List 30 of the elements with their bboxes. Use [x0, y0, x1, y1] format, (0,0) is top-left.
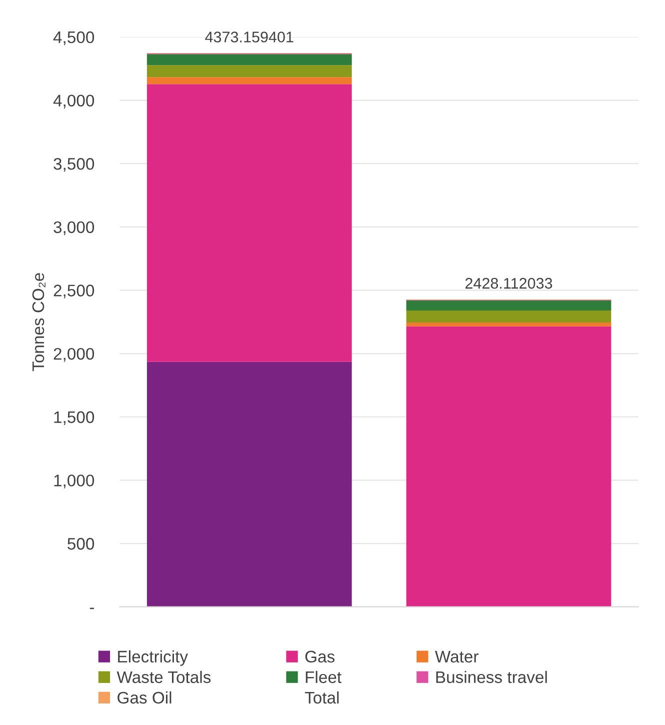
total-label: 2428.112033	[465, 278, 552, 289]
bar	[406, 300, 612, 311]
total-label: 4373.159401	[205, 32, 294, 42]
y-tick-label: 3,500	[54, 158, 94, 172]
y-tick-label: 1,500	[54, 411, 94, 426]
bar	[406, 310, 612, 323]
legend-label: Fleet	[306, 670, 342, 684]
text: Total	[304, 691, 339, 704]
bar	[146, 54, 352, 66]
legend-label: Electricity	[118, 650, 188, 666]
bar	[146, 65, 352, 78]
y-tick-label: -	[90, 608, 94, 610]
legend-label: Waste Totals	[116, 670, 211, 684]
y-tick-label: 2,000	[54, 348, 94, 362]
legend-label: Business travel	[436, 670, 547, 684]
y-tick-label: 4,500	[53, 31, 94, 46]
y-tick-label: 1,000	[54, 474, 94, 488]
bar	[146, 362, 352, 607]
y-tick-label: 3,000	[54, 221, 94, 236]
bar	[406, 322, 612, 326]
legend-label: Gas	[305, 650, 334, 663]
legend-label: Water	[434, 650, 478, 663]
legend-label: Gas Oil	[118, 691, 172, 704]
bar	[146, 77, 352, 84]
y-axis-title: Tonnes CO₂e	[32, 273, 46, 372]
y-tick-label: 2,500	[54, 284, 94, 298]
bar	[146, 84, 352, 362]
y-tick-label: 500	[68, 538, 94, 550]
y-tick-label: 4,000	[53, 94, 94, 108]
bar	[406, 326, 612, 607]
